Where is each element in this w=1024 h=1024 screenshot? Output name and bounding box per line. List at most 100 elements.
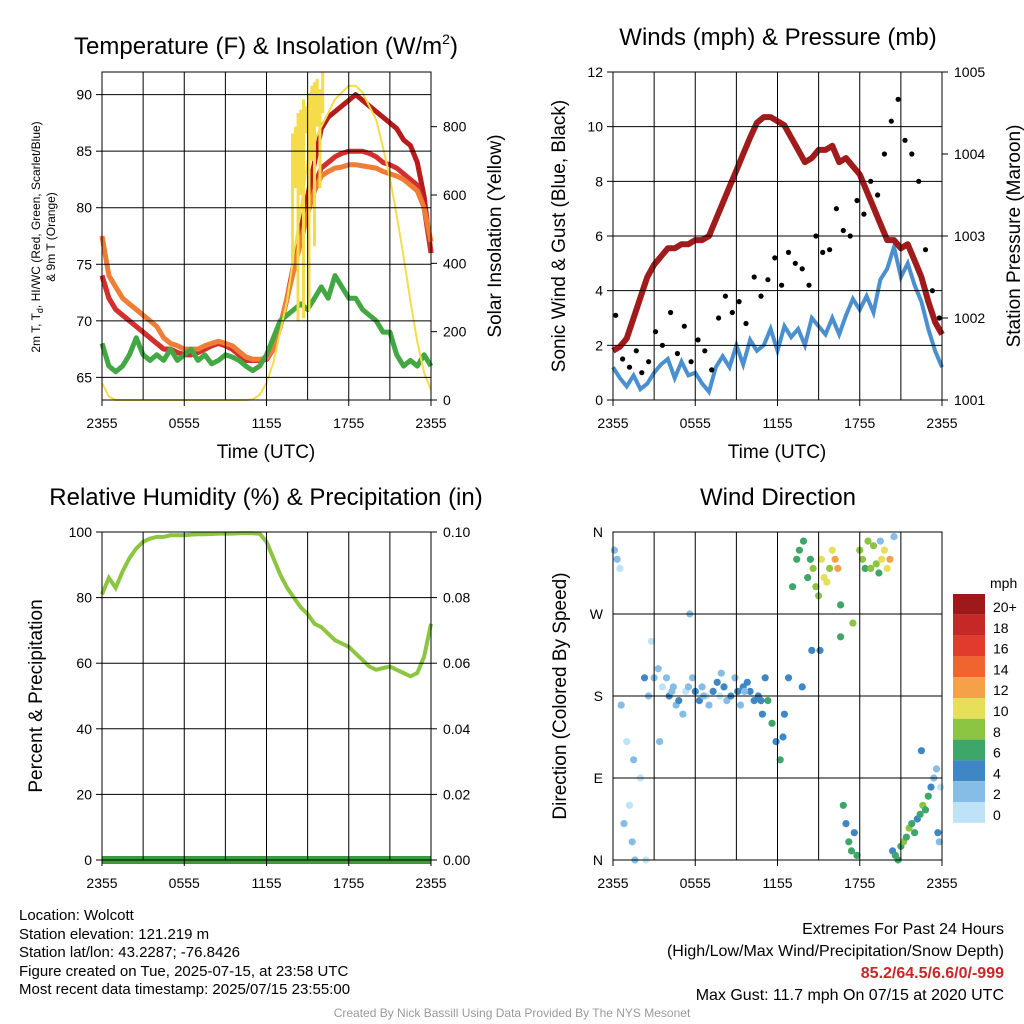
- gust-point: [827, 247, 833, 253]
- x-tick-label: 2355: [415, 875, 446, 891]
- y2-tick-label: 0.02: [443, 786, 470, 802]
- x-tick-label: 1155: [762, 875, 792, 891]
- direction-point: [831, 555, 839, 563]
- gust-point: [674, 350, 681, 357]
- legend-swatch: [953, 802, 985, 823]
- gust-point: [785, 249, 792, 255]
- direction-point: [779, 733, 787, 741]
- gust-point: [792, 260, 798, 266]
- direction-point: [878, 555, 886, 563]
- direction-point: [698, 683, 706, 691]
- direction-point: [768, 719, 776, 727]
- direction-point: [625, 801, 634, 809]
- gust-point: [833, 206, 840, 212]
- direction-point: [656, 738, 664, 746]
- direction-point: [620, 820, 628, 828]
- direction-point: [917, 747, 926, 755]
- direction-point: [731, 674, 739, 682]
- direction-point: [784, 674, 793, 682]
- gust-point: [702, 348, 708, 354]
- direction-point: [880, 546, 889, 554]
- legend-swatch: [953, 718, 985, 740]
- y-tick-label: 85: [76, 143, 92, 159]
- y-tick-label: 70: [76, 313, 92, 329]
- temperature-axes: 2355 0555 1155 1755 2355 65 70 75 80 85 90 0 200 400 6…: [76, 72, 467, 431]
- direction-point: [872, 560, 880, 568]
- direction-point: [630, 756, 638, 764]
- temperature-panel: Temperature (F) & Insolation (W/m2) 2355…: [29, 31, 506, 463]
- gust-point: [779, 282, 785, 288]
- extremes-subtitle: (High/Low/Max Wind/Precipitation/Snow De…: [666, 943, 1004, 960]
- x-tick-label: 2355: [597, 415, 628, 431]
- direction-point: [826, 564, 834, 573]
- direction-point: [837, 601, 845, 609]
- legend-label: 18: [993, 620, 1009, 636]
- recent-timestamp: Most recent data timestamp: 2025/07/15 2…: [19, 981, 351, 999]
- legend-swatch: [953, 739, 985, 761]
- x-tick-label: 2355: [86, 415, 117, 431]
- humidity-axes: 2355 0555 1155 1755 2355 0 20 40 60 80 100 0.00 0.02…: [69, 524, 471, 891]
- direction-legend-title: mph: [990, 575, 1017, 591]
- direction-point: [723, 697, 731, 705]
- direction-point: [937, 783, 945, 791]
- direction-point: [764, 697, 772, 705]
- y2-tick-label: 200: [443, 324, 467, 340]
- gust-point: [806, 282, 812, 288]
- direction-point: [864, 537, 872, 545]
- x-tick-label: 2355: [926, 875, 957, 891]
- direction-point: [613, 555, 621, 563]
- temperature-title: Temperature (F) & Insolation (W/m2): [74, 31, 458, 60]
- temperature-xlabel: Time (UTC): [217, 442, 316, 463]
- gust-point: [639, 370, 645, 376]
- direction-point: [853, 851, 861, 860]
- direction-point: [932, 765, 941, 773]
- direction-point: [736, 701, 745, 709]
- direction-point: [684, 683, 693, 691]
- y2-tick-label: 0.00: [443, 852, 470, 868]
- y2-tick-label: 0.04: [443, 721, 470, 737]
- gust-point: [854, 197, 860, 204]
- direction-point: [610, 546, 619, 554]
- direction-point: [876, 537, 884, 545]
- direction-point: [875, 569, 883, 577]
- y-tick-label: 65: [76, 369, 92, 385]
- direction-point: [679, 710, 687, 718]
- y-tick-label: S: [594, 688, 603, 704]
- direction-point: [847, 847, 856, 855]
- gust-point: [613, 312, 619, 318]
- direction-point: [935, 838, 943, 846]
- winds-y2label: Station Pressure (Maroon): [1004, 125, 1024, 348]
- legend-swatch: [953, 781, 985, 802]
- direction-point: [623, 738, 631, 746]
- x-tick-label: 2355: [415, 415, 446, 431]
- direction-point: [828, 546, 836, 554]
- direction-point: [890, 533, 898, 541]
- y2-tick-label: 0.10: [443, 524, 470, 540]
- direction-point: [869, 542, 878, 550]
- x-tick-label: 1755: [844, 415, 875, 431]
- direction-point: [799, 537, 808, 545]
- direction-point: [927, 783, 935, 791]
- x-tick-label: 1755: [844, 875, 875, 891]
- y-tick-label: 40: [76, 721, 92, 737]
- direction-point: [806, 555, 815, 563]
- direction-point: [817, 555, 826, 563]
- direction-axes: 2355 0555 1155 1755 2355 N E S W N: [590, 524, 958, 891]
- direction-point: [720, 683, 728, 691]
- extremes-box: Extremes For Past 24 Hours (High/Low/Max…: [667, 919, 1004, 1007]
- direction-point: [808, 646, 816, 655]
- x-tick-label: 2355: [926, 415, 957, 431]
- direction-point: [640, 674, 649, 682]
- direction-point: [776, 756, 784, 764]
- legend-swatch: [953, 677, 985, 698]
- direction-point: [845, 838, 853, 846]
- direction-point: [709, 687, 717, 696]
- gust-point: [646, 359, 652, 365]
- gust-point: [902, 137, 908, 143]
- direction-point: [812, 583, 820, 591]
- direction-point: [911, 829, 919, 837]
- direction-point: [850, 829, 858, 837]
- gust-point: [709, 367, 715, 373]
- gust-point: [875, 192, 881, 198]
